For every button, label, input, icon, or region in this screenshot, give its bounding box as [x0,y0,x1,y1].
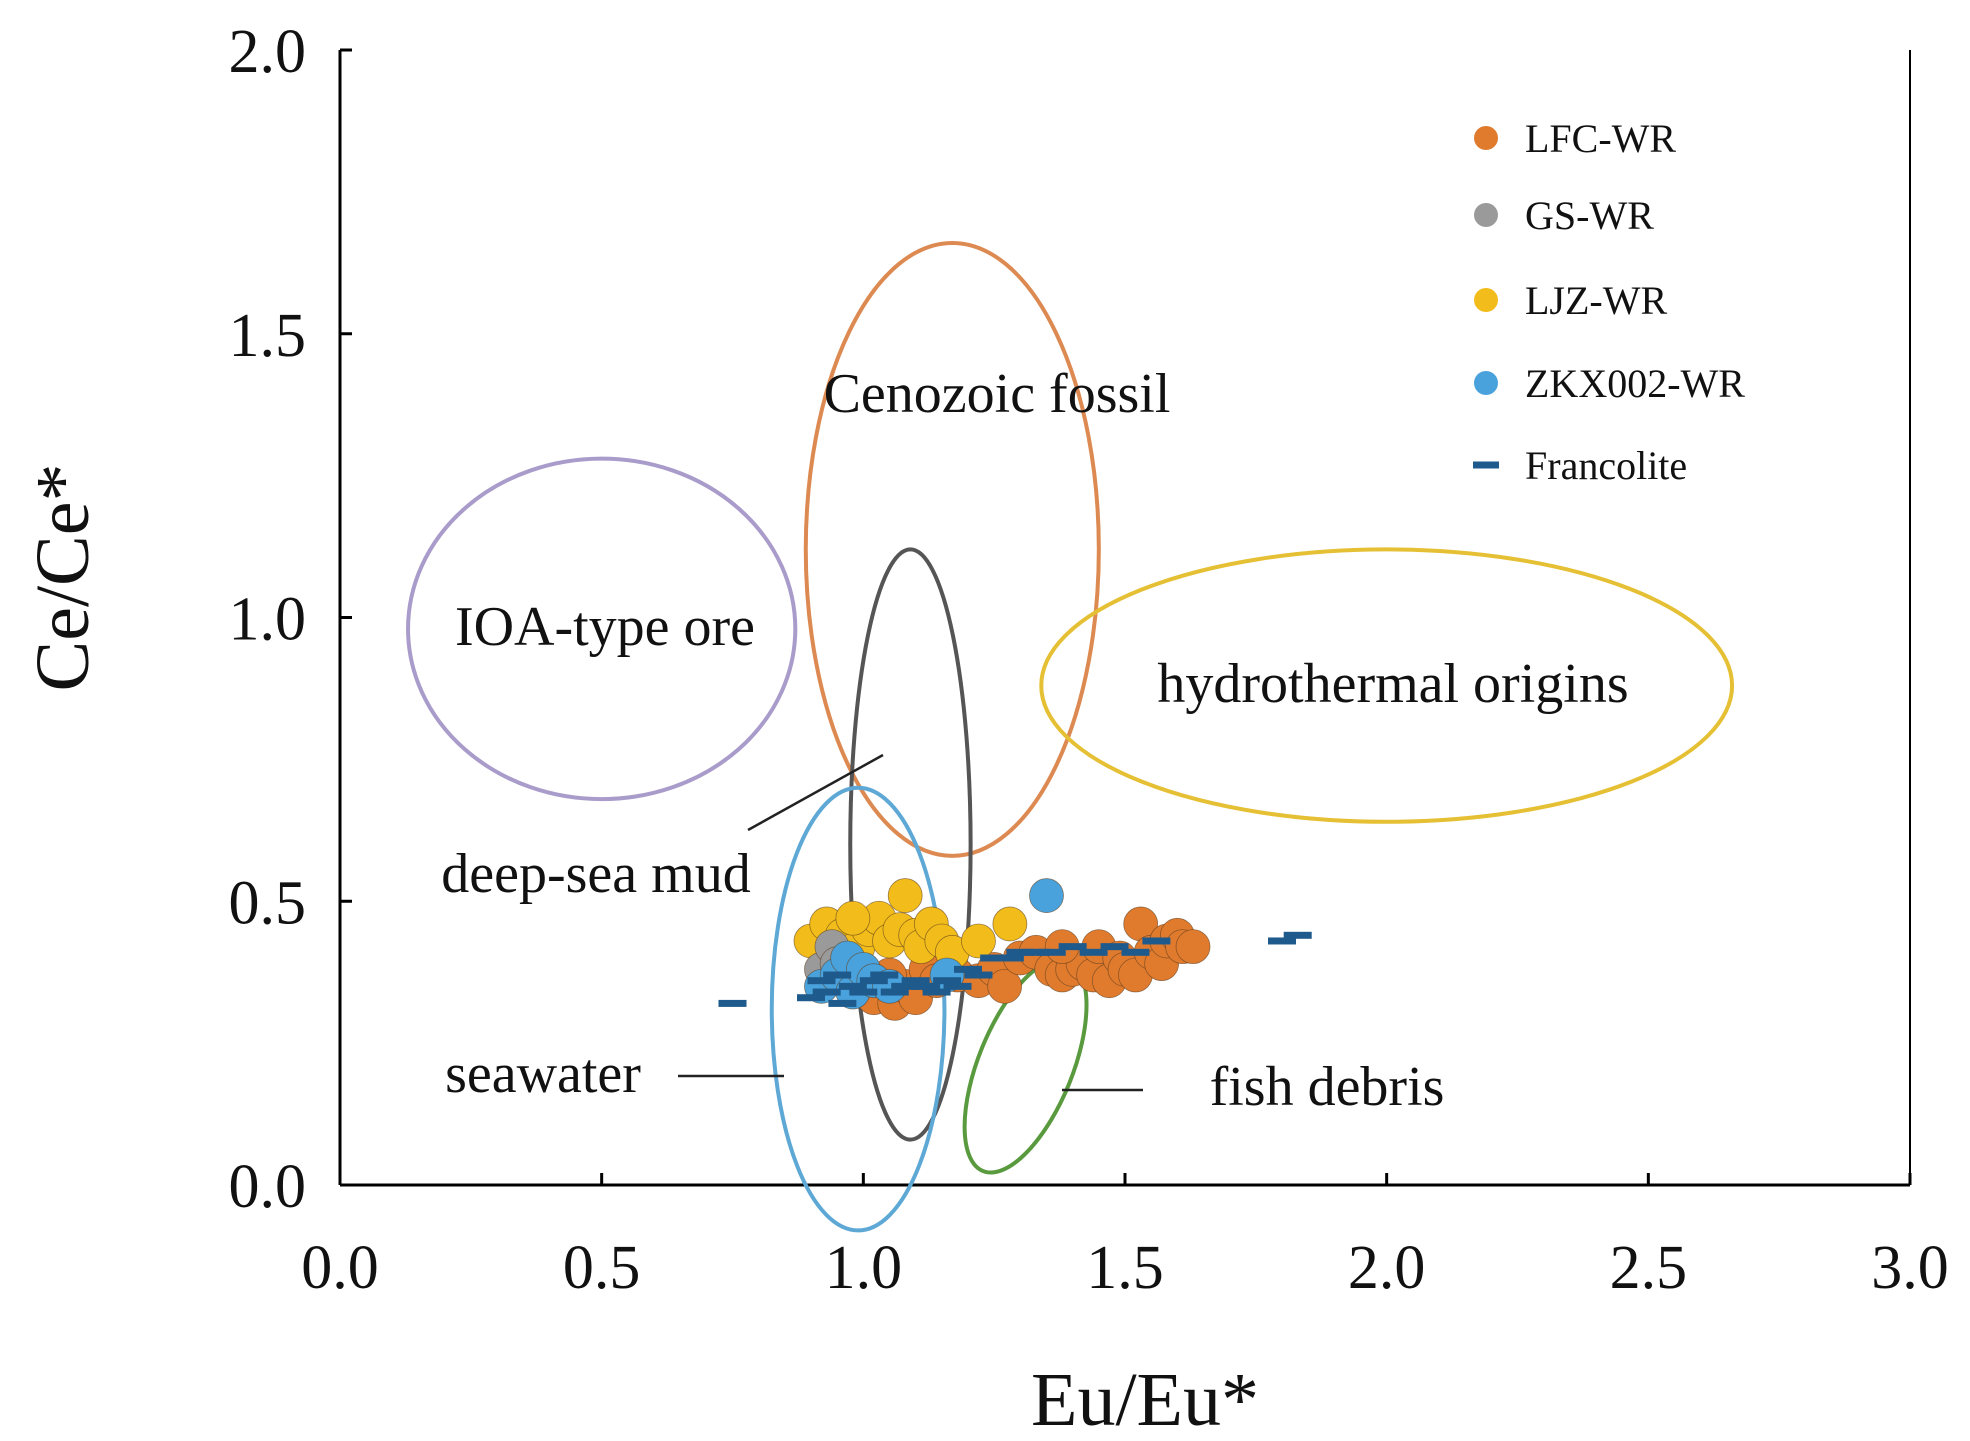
y-tick-label: 2.0 [229,18,307,86]
region-label-deepsea: deep-sea mud [441,843,750,905]
point-francolite [828,999,857,1007]
region-label-seawater: seawater [445,1043,641,1105]
point-francolite [718,999,747,1007]
region-label-hydrothermal: hydrothermal origins [1157,653,1628,715]
y-tick-label: 1.0 [229,586,307,654]
legend-marker-francolite [1473,461,1499,469]
x-tick-label: 3.0 [1871,1234,1949,1302]
y-axis-label: Ce/Ce* [21,464,105,692]
point-francolite [912,982,941,990]
point-francolite [838,982,867,990]
legend-label-francolite: Francolite [1525,443,1687,488]
point-francolite [1100,943,1129,951]
point-francolite [1268,937,1296,945]
point-francolite [964,971,993,979]
legend-label-gs: GS-WR [1525,193,1654,238]
point-francolite [1121,948,1150,956]
region-label-cenozoic: Cenozoic fossil [824,363,1171,425]
point-francolite [980,954,1009,962]
region-label-ioa: IOA-type ore [455,596,755,658]
x-tick-label: 2.0 [1348,1234,1426,1302]
point-francolite [797,994,825,1002]
point-francolite [1037,948,1066,956]
x-axis-label: Eu/Eu* [1031,1358,1259,1441]
point-francolite [933,977,962,985]
axes: 0.0 0.5 1.0 1.5 2.0 0.0 0.5 1.0 1.5 2.0 2.5 3.0 [229,18,1949,1302]
leader-deepsea [747,753,884,832]
point-francolite [1006,948,1035,956]
point-francolite [807,977,836,985]
legend-label-zkx: ZKX002-WR [1525,361,1745,406]
legend-marker-zkx [1474,371,1498,395]
point-francolite [812,988,841,996]
x-tick-label: 0.0 [301,1234,379,1302]
legend: LFC-WR GS-WR LJZ-WR ZKX002-WR Francolite [1473,116,1745,488]
x-tick-label: 1.0 [825,1234,903,1302]
point-francolite [1142,937,1171,945]
point-francolite [901,977,930,985]
y-tick-label: 0.0 [229,1153,307,1221]
point-francolite [823,971,852,979]
point-francolite [1022,948,1051,956]
x-tick-label: 1.5 [1086,1234,1164,1302]
y-tick-label: 0.5 [229,869,307,937]
legend-marker-gs [1474,203,1498,227]
point-francolite [943,982,972,990]
point-ljz [961,923,996,959]
point-francolite [1058,943,1087,951]
point-lfc [987,968,1023,1004]
legend-label-lfc: LFC-WR [1525,116,1676,161]
point-ljz [835,900,871,936]
x-tick-label: 0.5 [563,1234,641,1302]
x-tick-label: 2.5 [1610,1234,1688,1302]
y-tick-label: 1.5 [229,302,307,370]
region-label-fish: fish debris [1210,1056,1445,1118]
point-ljz [992,906,1028,942]
point-francolite [954,965,982,973]
region-hydrothermal [1039,547,1735,824]
data-points [718,878,1312,1021]
region-ioa [406,456,798,802]
legend-label-ljz: LJZ-WR [1525,278,1668,323]
point-francolite [859,977,888,985]
region-deepsea [848,547,973,1142]
legend-marker-ljz [1474,288,1498,312]
point-zkx [1029,878,1064,913]
legend-marker-lfc [1474,126,1498,150]
region-labels: IOA-type ore Cenozoic fossil hydrothermal … [441,363,1628,1118]
point-francolite [849,988,878,996]
point-francolite [870,971,899,979]
point-ljz [887,878,923,913]
point-francolite [1079,948,1108,956]
point-francolite [891,982,920,990]
point-francolite [995,954,1024,962]
point-francolite [1283,931,1312,939]
regions [406,240,1735,1233]
region-cenozoic [803,240,1101,858]
region-seawater [769,785,947,1233]
point-lfc [1175,929,1211,965]
point-francolite [880,988,909,996]
point-francolite [922,988,951,996]
